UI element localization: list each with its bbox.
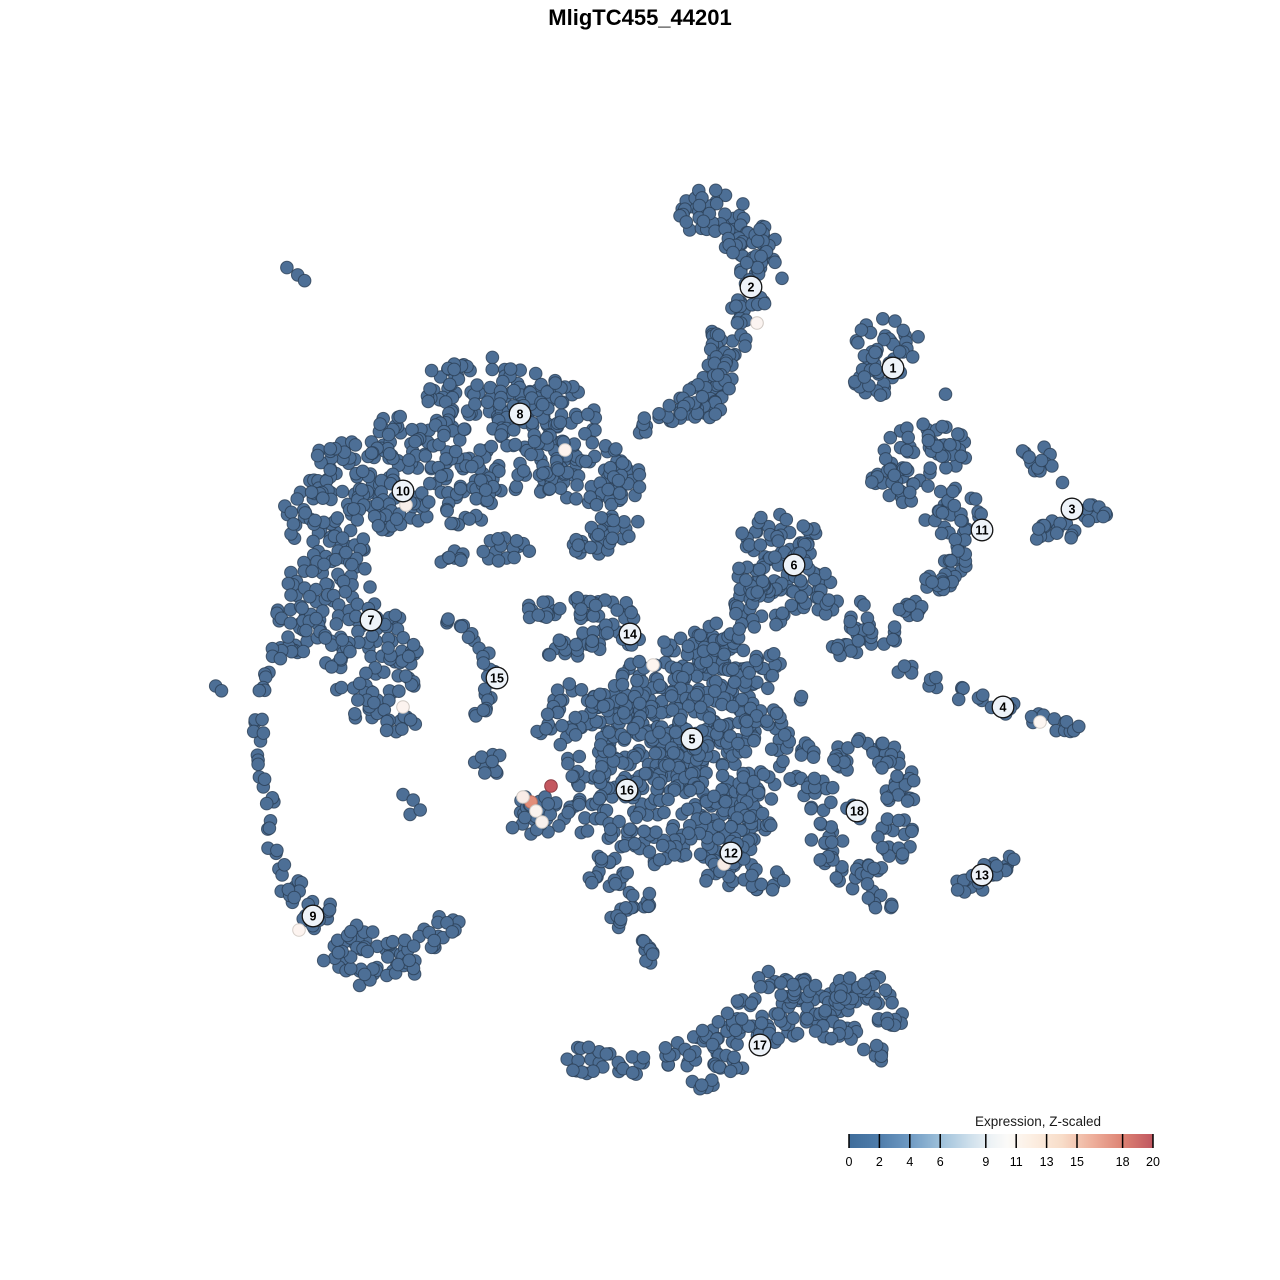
cluster-label-13: 13	[970, 863, 994, 887]
cluster-label-15: 15	[485, 666, 509, 690]
svg-text:2: 2	[748, 280, 755, 294]
svg-text:11: 11	[975, 523, 988, 537]
svg-text:14: 14	[623, 627, 637, 641]
svg-text:9: 9	[310, 909, 317, 923]
svg-text:2: 2	[876, 1155, 883, 1169]
svg-text:15: 15	[490, 671, 504, 685]
svg-text:6: 6	[937, 1155, 944, 1169]
svg-text:0: 0	[846, 1155, 853, 1169]
cluster-label-4: 4	[991, 695, 1015, 719]
cluster-label-10: 10	[391, 479, 415, 503]
svg-text:13: 13	[1040, 1155, 1054, 1169]
cluster-label-16: 16	[615, 778, 639, 802]
svg-text:10: 10	[396, 484, 410, 498]
cluster-label-9: 9	[301, 904, 325, 928]
svg-text:1: 1	[890, 361, 897, 375]
cluster-label-6: 6	[782, 553, 806, 577]
svg-text:4: 4	[906, 1155, 913, 1169]
svg-text:3: 3	[1069, 502, 1076, 516]
svg-text:9: 9	[982, 1155, 989, 1169]
cluster-label-2: 2	[739, 275, 763, 299]
cluster-label-7: 7	[359, 608, 383, 632]
cluster-label-5: 5	[680, 727, 704, 751]
svg-text:18: 18	[1116, 1155, 1130, 1169]
svg-text:4: 4	[1000, 700, 1007, 714]
svg-text:12: 12	[724, 846, 738, 860]
svg-text:18: 18	[850, 804, 864, 818]
cluster-label-18: 18	[845, 799, 869, 823]
scatter-points	[208, 183, 1114, 1096]
chart-title: MligTC455_44201	[548, 5, 731, 30]
cluster-label-11: 11	[970, 518, 994, 542]
highlighted-points	[292, 316, 1047, 937]
legend-tick-labels: 0 2 4 6 9 11 13 15 18 20	[846, 1155, 1160, 1169]
svg-text:8: 8	[517, 407, 524, 421]
svg-text:13: 13	[975, 868, 989, 882]
svg-text:15: 15	[1070, 1155, 1084, 1169]
svg-text:16: 16	[620, 783, 634, 797]
cluster-label-14: 14	[618, 622, 642, 646]
cluster-label-8: 8	[508, 402, 532, 426]
legend-gradient-bar	[849, 1134, 1153, 1148]
cluster-label-12: 12	[719, 841, 743, 865]
svg-text:7: 7	[368, 613, 375, 627]
svg-text:6: 6	[791, 558, 798, 572]
legend: Expression, Z-scaled 0 2 4 6 9 11 13 15 18 20	[846, 1114, 1160, 1169]
cluster-label-1: 1	[881, 356, 905, 380]
cluster-label-17: 17	[748, 1033, 772, 1057]
cluster-label-3: 3	[1060, 497, 1084, 521]
svg-text:5: 5	[689, 732, 696, 746]
svg-text:17: 17	[753, 1038, 767, 1052]
svg-text:11: 11	[1010, 1155, 1023, 1169]
legend-ticks	[848, 1134, 1154, 1148]
svg-text:20: 20	[1146, 1155, 1160, 1169]
legend-title: Expression, Z-scaled	[975, 1114, 1101, 1129]
